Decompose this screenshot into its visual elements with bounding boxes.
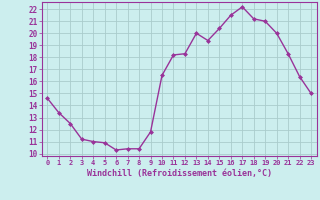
X-axis label: Windchill (Refroidissement éolien,°C): Windchill (Refroidissement éolien,°C) [87, 169, 272, 178]
